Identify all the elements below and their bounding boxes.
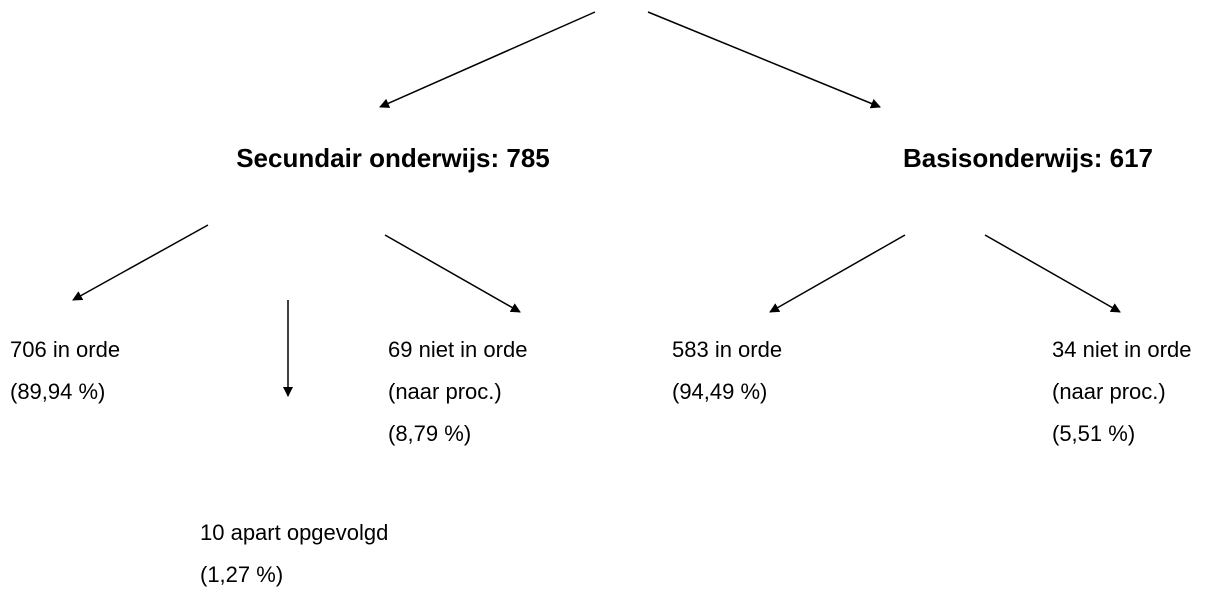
node-label: 10 apart opgevolgd — [200, 520, 388, 545]
node-label: 706 in orde — [10, 337, 120, 362]
arrow — [769, 234, 906, 313]
arrow — [647, 11, 881, 109]
arrow — [984, 234, 1121, 313]
node-label: 69 niet in orde — [388, 337, 527, 362]
node-label: (naar proc.) — [388, 379, 502, 404]
node-label: 583 in orde — [672, 337, 782, 362]
node-label: (1,27 %) — [200, 562, 283, 587]
node-label: (5,51 %) — [1052, 421, 1135, 446]
node-label: (naar proc.) — [1052, 379, 1166, 404]
node-label: (8,79 %) — [388, 421, 471, 446]
node-label: (89,94 %) — [10, 379, 105, 404]
arrow — [384, 234, 521, 313]
node-label: (94,49 %) — [672, 379, 767, 404]
arrow — [72, 224, 209, 301]
node-label: 34 niet in orde — [1052, 337, 1191, 362]
arrow — [379, 11, 596, 108]
node-label: Basisonderwijs: 617 — [903, 143, 1153, 173]
arrows — [72, 11, 1121, 397]
node-label: Secundair onderwijs: 785 — [236, 143, 550, 173]
